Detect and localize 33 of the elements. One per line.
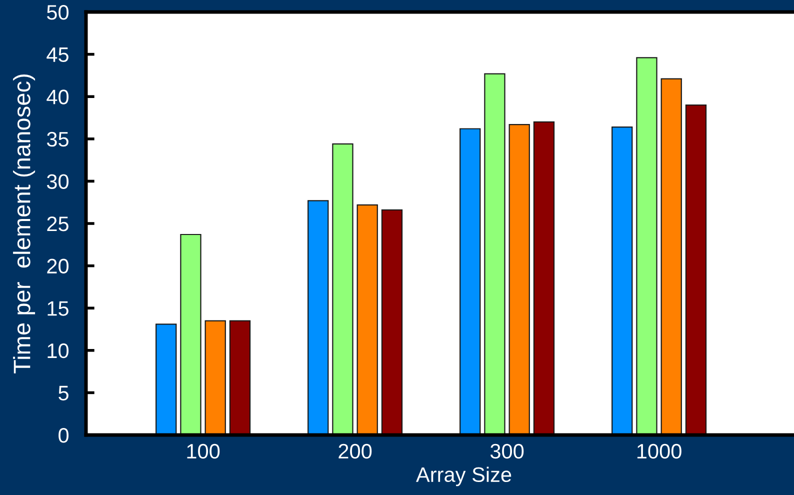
x-tick-label: 1000: [637, 444, 682, 459]
y-tick-label: 20: [47, 258, 69, 274]
bar: [204, 320, 226, 435]
bar: [381, 209, 403, 435]
bar: [180, 234, 202, 435]
x-tick-label: 200: [338, 444, 372, 459]
bar: [660, 78, 682, 435]
y-tick-label: 30: [46, 174, 69, 189]
y-tick-label: 50: [46, 5, 69, 20]
y-tick-label: 40: [46, 90, 69, 104]
bar: [156, 324, 177, 435]
bar: [533, 121, 555, 435]
y-tick-label: 15: [48, 301, 68, 316]
bar: [636, 57, 658, 435]
bar: [308, 200, 329, 435]
bar: [229, 320, 251, 435]
bar: [460, 128, 481, 435]
bar: [356, 204, 378, 435]
bar: [332, 143, 354, 435]
y-tick-label: 10: [48, 343, 69, 358]
y-tick-label: 0: [58, 428, 69, 443]
bar: [484, 73, 506, 435]
x-axis-title: Array Size: [416, 466, 512, 486]
bar: [685, 104, 707, 435]
y-axis-title: Time per element (nanosec): [13, 74, 36, 374]
y-tick-label: 5: [58, 386, 68, 400]
x-tick-label: 100: [187, 444, 220, 459]
y-tick-label: 45: [46, 48, 68, 62]
bar: [508, 124, 530, 435]
y-tick-label: 25: [47, 216, 68, 232]
y-tick-label: 35: [46, 132, 68, 147]
bar: [612, 126, 633, 435]
x-tick-label: 300: [490, 444, 524, 459]
